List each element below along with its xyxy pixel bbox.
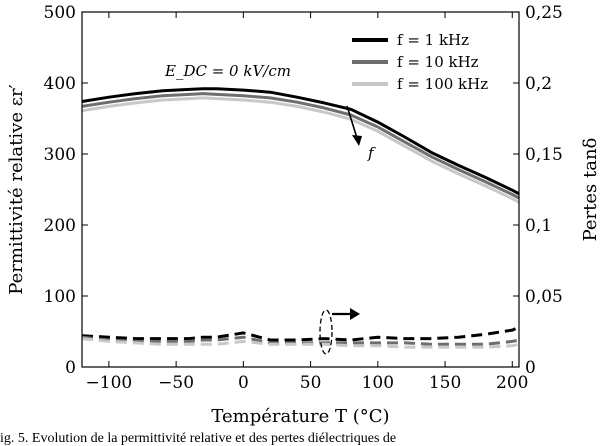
y-left-tick-label: 500 [44, 3, 76, 23]
plot-frame [81, 11, 520, 368]
loss-arrow-head [350, 308, 360, 320]
x-tick-label: 150 [429, 373, 461, 393]
y-left-tick-label: 300 [44, 145, 76, 165]
loss-series-line-3 [81, 325, 520, 342]
legend-label: f = 100 kHz [397, 75, 488, 93]
y-axis-right-title: Pertes tanδ [580, 138, 601, 242]
loss-ellipse [319, 309, 333, 355]
axis-ticks [82, 11, 519, 368]
loss-axis-marker [319, 308, 360, 355]
axis-tick-labels: −100 −50 0 50 100 150 200010020030040050000,05… [44, 3, 563, 393]
x-tick-label: 50 [300, 373, 322, 393]
y-right-tick-label: 0,05 [525, 287, 563, 307]
loss-series-line-5 [81, 337, 520, 349]
annotation-frequency-arrow [346, 105, 362, 146]
annotation-frequency-label: f [367, 144, 376, 162]
x-tick-label: −100 [86, 373, 133, 393]
frequency-arrow-shaft [346, 105, 358, 139]
y-right-tick-label: 0 [525, 358, 536, 378]
x-tick-label: 200 [496, 373, 528, 393]
annotation-edc: E_DC = 0 kV/cm [164, 62, 291, 80]
loss-series-line-4 [81, 335, 520, 346]
y-left-tick-label: 100 [44, 287, 76, 307]
x-tick-label: 0 [238, 373, 249, 393]
x-tick-label: 100 [362, 373, 394, 393]
legend-label: f = 1 kHz [397, 31, 469, 49]
y-left-tick-label: 200 [44, 216, 76, 236]
frequency-arrow-head [352, 135, 362, 146]
figure-caption: ig. 5. Evolution de la permittivité rela… [0, 431, 396, 446]
plot-lines [81, 87, 520, 349]
y-right-tick-label: 0,15 [525, 145, 563, 165]
y-axis-left-title: Permittivité relative εr′ [6, 84, 27, 294]
y-left-tick-label: 0 [65, 358, 76, 378]
x-axis-title: Température T (°C) [211, 406, 389, 427]
y-right-tick-label: 0,25 [525, 3, 563, 23]
legend-label: f = 10 kHz [397, 53, 479, 71]
permittivity-series-line-1 [81, 92, 520, 200]
x-tick-label: −50 [158, 373, 194, 393]
permittivity-series-line-0 [81, 87, 520, 196]
permittivity-series-line-2 [81, 96, 520, 204]
y-left-tick-label: 400 [44, 74, 76, 94]
y-right-tick-label: 0,1 [525, 216, 552, 236]
y-right-tick-label: 0,2 [525, 74, 552, 94]
legend: f = 1 kHz f = 10 kHz f = 100 kHz [352, 31, 488, 93]
